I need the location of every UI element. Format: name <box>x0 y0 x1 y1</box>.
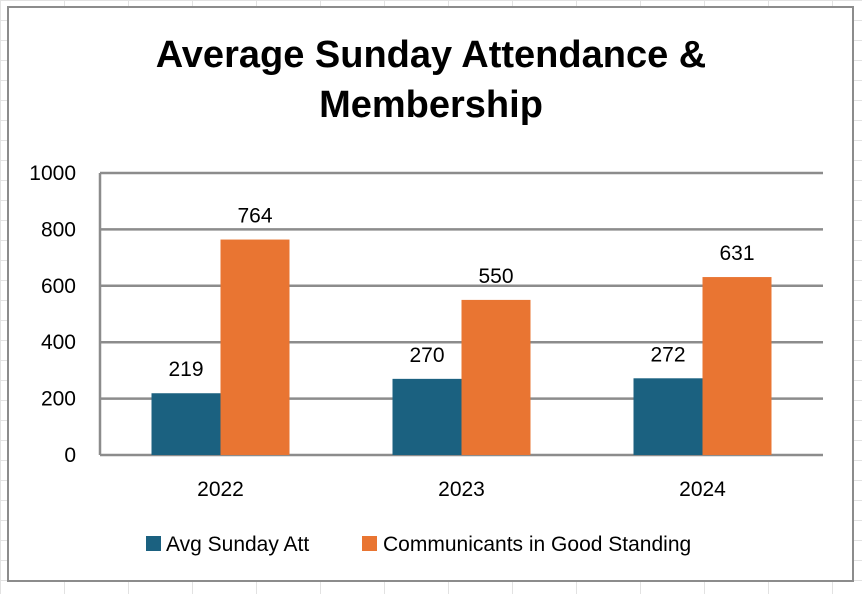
bar <box>220 239 290 455</box>
chart-title-line-2: Membership <box>319 84 543 126</box>
data-label: 764 <box>237 205 272 228</box>
y-tick-label: 600 <box>41 275 76 298</box>
data-label: 219 <box>168 358 203 381</box>
y-tick-label: 0 <box>64 444 76 467</box>
legend-swatch <box>146 536 161 551</box>
data-label: 550 <box>478 265 513 288</box>
data-label: 272 <box>650 343 685 366</box>
bar <box>392 378 462 455</box>
y-tick-label: 200 <box>41 388 76 411</box>
legend-swatch <box>362 536 377 551</box>
bar <box>151 393 221 455</box>
chart-title: Average Sunday Attendance & Membership <box>0 30 862 130</box>
x-tick-label: 2024 <box>679 478 726 501</box>
data-label: 270 <box>409 344 444 367</box>
x-tick-label: 2023 <box>438 478 485 501</box>
x-tick-label: 2022 <box>197 478 244 501</box>
y-tick-label: 1000 <box>29 162 76 185</box>
bar <box>633 378 703 455</box>
legend-label: Avg Sunday Att <box>166 533 309 556</box>
chart-title-line-1: Average Sunday Attendance & <box>155 34 707 76</box>
bar <box>702 277 772 455</box>
data-label: 631 <box>719 242 754 265</box>
bar <box>461 299 531 455</box>
legend-label: Communicants in Good Standing <box>383 533 691 556</box>
y-tick-label: 400 <box>41 331 76 354</box>
y-tick-label: 800 <box>41 218 76 241</box>
